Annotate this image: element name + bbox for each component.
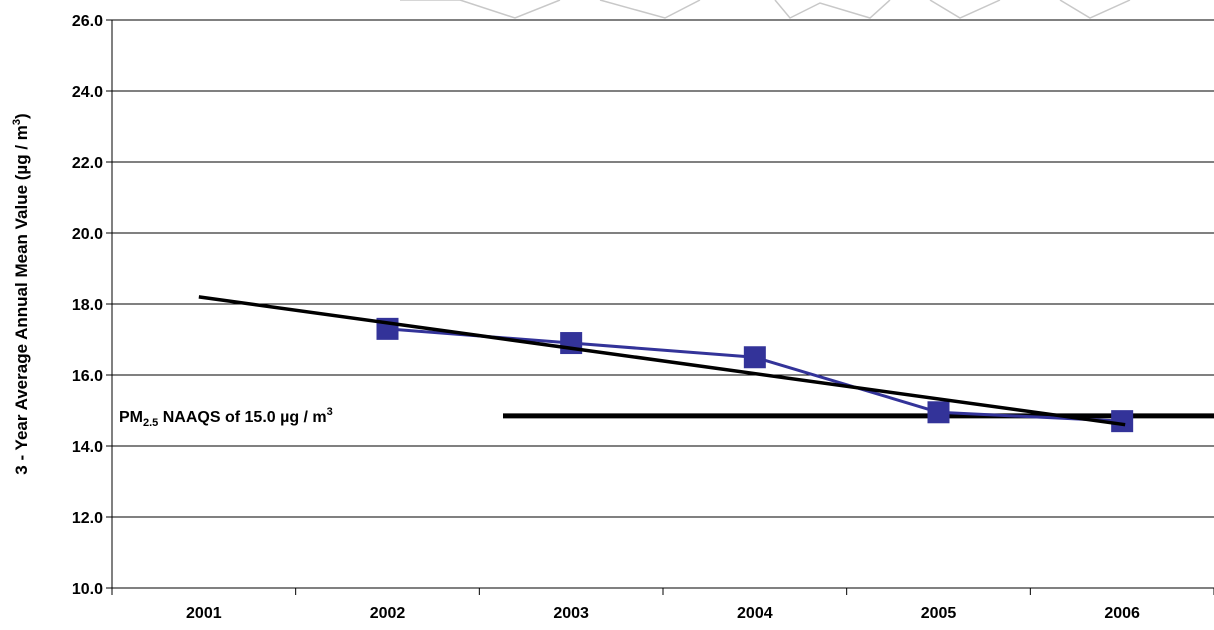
- watermark-lines: [400, 0, 1131, 19]
- annotation-background: [113, 399, 503, 435]
- y-tick-label: 12.0: [72, 510, 103, 527]
- data-point-marker: [743, 346, 766, 369]
- y-tick-label: 14.0: [72, 439, 103, 456]
- x-tick-label: 2004: [737, 605, 773, 622]
- y-axis-label-suffix: ): [12, 113, 31, 119]
- data-point-marker: [1111, 410, 1134, 433]
- y-tick-label: 20.0: [72, 226, 103, 243]
- y-axis-title: 3 - Year Average Annual Mean Value (µg /…: [11, 113, 31, 474]
- y-tick-label: 26.0: [72, 13, 103, 30]
- naaqs-annotation: PM2.5 NAAQS of 15.0 µg / m3: [113, 399, 503, 435]
- data-point-marker: [927, 401, 950, 424]
- x-tick-label: 2005: [921, 605, 957, 622]
- y-axis-label-text: 3 - Year Average Annual Mean Value (µg /…: [12, 125, 31, 475]
- x-tick-label: 2001: [186, 605, 222, 622]
- y-tick-label: 10.0: [72, 581, 103, 598]
- x-tick-label: 2003: [553, 605, 589, 622]
- y-tick-label: 18.0: [72, 297, 103, 314]
- x-tick-label: 2006: [1104, 605, 1140, 622]
- x-tick-label: 2002: [370, 605, 406, 622]
- gridlines: [112, 19, 1214, 518]
- naaqs-label: PM2.5 NAAQS of 15.0 µg / m3: [119, 406, 333, 429]
- naaqs-label-superscript: 3: [327, 406, 333, 418]
- naaqs-label-middle: NAAQS of 15.0 µg / m: [158, 409, 326, 426]
- y-tick-label: 24.0: [72, 84, 103, 101]
- y-axis-label: 3 - Year Average Annual Mean Value (µg /…: [11, 113, 31, 474]
- y-axis-label-superscript: 3: [11, 119, 23, 125]
- y-tick-label: 22.0: [72, 155, 103, 172]
- naaqs-label-prefix: PM: [119, 409, 143, 426]
- y-tick-label: 16.0: [72, 368, 103, 385]
- x-axis-ticks: 2001 2002 2003 2004 2005 2006: [111, 588, 1214, 622]
- y-axis-ticks: 10.0 12.0 14.0 16.0 18.0 20.0 22.0 24.0 26.0: [72, 13, 112, 598]
- trend-line: [198, 295, 1126, 427]
- naaqs-label-subscript: 2.5: [143, 417, 158, 429]
